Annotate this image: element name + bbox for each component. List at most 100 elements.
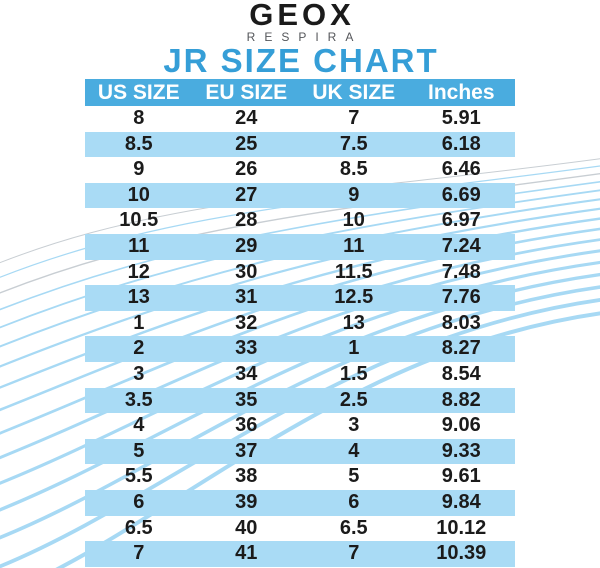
size-cell: 8.27 — [441, 337, 481, 360]
size-cell: 8.54 — [441, 362, 481, 385]
size-cell: 10.12 — [436, 516, 487, 539]
size-cell: 24 — [235, 107, 258, 129]
size-table-head: US SIZE EU SIZE UK SIZE Inches — [85, 79, 515, 106]
size-cell: 29 — [235, 234, 258, 257]
column-header-eu-size: EU SIZE — [192, 79, 300, 106]
table-row: 13 31 12.5 7.76 — [85, 285, 515, 311]
table-row: 4 36 3 9.06 — [85, 413, 515, 439]
size-cell: 31 — [235, 286, 258, 309]
column-header-inches: Inches — [407, 79, 515, 106]
size-cell: 5 — [348, 465, 360, 488]
page-title: JR SIZE CHART — [163, 42, 439, 79]
size-cell: 4 — [133, 414, 145, 437]
size-cell: 7 — [348, 542, 360, 565]
size-cell: 38 — [235, 465, 258, 488]
table-row: 1 32 13 8.03 — [85, 311, 515, 337]
size-cell: 27 — [235, 183, 258, 206]
size-cell: 8 — [133, 107, 145, 129]
size-cell: 8.5 — [339, 158, 368, 181]
size-cell: 40 — [235, 516, 258, 539]
table-row: 10 27 9 6.69 — [85, 182, 515, 209]
size-cell: 7.24 — [441, 234, 481, 257]
table-row: 5 37 4 9.33 — [85, 438, 515, 465]
size-cell: 5.5 — [124, 465, 153, 488]
size-cell: 5 — [133, 439, 145, 462]
table-row: 7 41 7 10.39 — [85, 541, 515, 567]
size-cell: 6.97 — [441, 209, 481, 232]
size-cell: 25 — [235, 132, 258, 155]
size-cell: 1 — [133, 311, 145, 334]
table-row: 6.5 40 6.5 10.12 — [85, 516, 515, 542]
size-cell: 30 — [235, 260, 258, 283]
size-cell: 8.5 — [124, 132, 153, 155]
brand-tagline: RESPIRA — [246, 30, 363, 44]
size-cell: 12 — [127, 260, 150, 283]
size-cell: 34 — [235, 362, 258, 385]
size-cell: 6.46 — [441, 158, 481, 181]
brand-logo: GEOX — [249, 0, 355, 32]
size-cell: 33 — [235, 337, 258, 360]
size-cell: 9.33 — [441, 439, 481, 462]
size-cell: 10.39 — [436, 542, 487, 565]
size-cell: 39 — [235, 490, 258, 513]
table-row: 3.5 35 2.5 8.82 — [85, 387, 515, 414]
size-cell: 7 — [348, 107, 360, 129]
size-cell: 11.5 — [334, 260, 373, 283]
size-cell: 3 — [348, 414, 360, 437]
size-cell: 13 — [127, 286, 150, 309]
table-row: 2 33 1 8.27 — [85, 336, 515, 362]
size-table-body: 8 24 7 5.91 8.5 25 7.5 6.18 9 26 8.5 6.46 10 27 9 6.69 1… — [85, 106, 515, 567]
table-row: 8.5 25 7.5 6.18 — [85, 131, 515, 158]
size-cell: 6 — [133, 490, 145, 513]
table-row: 10.5 28 10 6.97 — [85, 208, 515, 234]
size-cell: 6.5 — [339, 516, 368, 539]
size-table: US SIZE EU SIZE UK SIZE Inches 8 24 7 5.91 8.5 2… — [85, 79, 515, 567]
size-cell: 9 — [133, 158, 145, 181]
size-cell: 37 — [235, 439, 258, 462]
size-cell: 11 — [128, 234, 150, 257]
size-cell: 7.48 — [441, 260, 481, 283]
table-row: 6 39 6 9.84 — [85, 489, 515, 516]
column-header-us-size: US SIZE — [85, 79, 193, 106]
size-cell: 3.5 — [124, 388, 153, 411]
size-cell: 10.5 — [119, 209, 159, 232]
size-cell: 7.5 — [339, 132, 368, 155]
size-cell: 9.61 — [441, 465, 481, 488]
size-cell: 2 — [133, 337, 145, 360]
table-row: 12 30 11.5 7.48 — [85, 260, 515, 286]
table-row: 8 24 7 5.91 — [85, 106, 515, 132]
size-cell: 4 — [348, 439, 360, 462]
size-cell: 7.76 — [441, 286, 481, 309]
size-cell: 41 — [235, 542, 258, 565]
size-cell: 6.18 — [441, 132, 481, 155]
table-row: 11 29 11 7.24 — [85, 233, 515, 260]
size-cell: 9 — [348, 183, 360, 206]
size-cell: 6.5 — [124, 516, 153, 539]
size-cell: 10 — [127, 183, 150, 206]
size-cell: 36 — [235, 414, 258, 437]
column-header-uk-size: UK SIZE — [300, 79, 408, 106]
size-cell: 7 — [133, 542, 145, 565]
header-row: US SIZE EU SIZE UK SIZE Inches — [85, 79, 515, 106]
size-cell: 9.06 — [441, 414, 481, 437]
size-cell: 26 — [235, 158, 258, 181]
size-cell: 8.03 — [441, 311, 481, 334]
table-row: 5.5 38 5 9.61 — [85, 464, 515, 490]
size-cell: 8.82 — [441, 388, 481, 411]
size-cell: 6.69 — [441, 183, 481, 206]
size-cell: 1.5 — [339, 362, 368, 385]
size-cell: 2.5 — [339, 388, 368, 411]
table-row: 9 26 8.5 6.46 — [85, 157, 515, 183]
size-cell: 6 — [348, 490, 360, 513]
size-cell: 32 — [235, 311, 258, 334]
size-cell: 35 — [235, 388, 258, 411]
size-cell: 13 — [342, 311, 365, 334]
table-row: 3 34 1.5 8.54 — [85, 362, 515, 388]
size-cell: 11 — [343, 234, 365, 257]
size-cell: 5.91 — [441, 107, 481, 129]
size-cell: 1 — [348, 337, 360, 360]
size-cell: 3 — [133, 362, 145, 385]
size-cell: 12.5 — [334, 286, 374, 309]
